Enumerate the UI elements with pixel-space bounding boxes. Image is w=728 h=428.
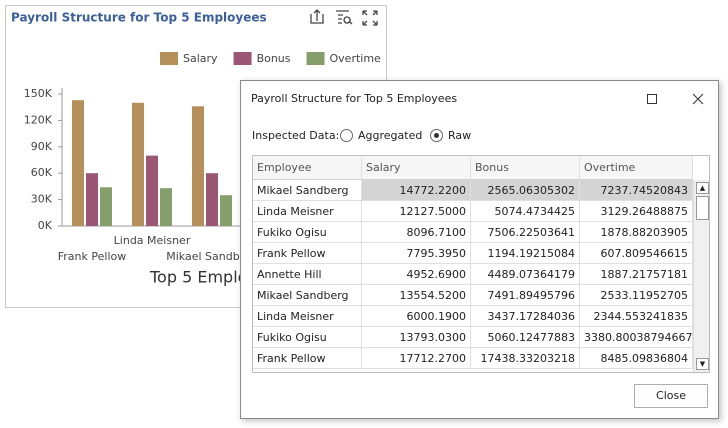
table-cell[interactable]: Linda Meisner (253, 306, 362, 327)
table-cell[interactable]: 4489.07364179 (471, 264, 580, 285)
table-cell[interactable]: 5074.4734425 (471, 201, 580, 222)
scroll-down[interactable]: ▼ (696, 358, 709, 370)
legend-label: Salary (183, 52, 218, 65)
table-cell[interactable]: 13554.5200 (362, 285, 471, 306)
table-cell[interactable]: 7506.22503641 (471, 222, 580, 243)
radio-button[interactable] (340, 129, 353, 142)
scroll-up[interactable]: ▲ (696, 182, 709, 194)
table-cell[interactable]: 8096.7100 (362, 222, 471, 243)
dialog-title: Payroll Structure for Top 5 Employees (251, 92, 457, 105)
y-tick-label: 120K (24, 113, 53, 126)
legend-label: Overtime (330, 52, 382, 65)
legend-label: Bonus (257, 52, 291, 65)
scroll-thumb[interactable] (696, 196, 709, 220)
close-button[interactable]: Close (634, 384, 708, 408)
maximize-button[interactable] (646, 93, 660, 107)
table-cell[interactable]: 4952.6900 (362, 264, 471, 285)
table-cell[interactable]: 2533.11952705 (580, 285, 693, 306)
table-cell[interactable]: 7795.3950 (362, 243, 471, 264)
table-cell[interactable]: 2565.06305302 (471, 180, 580, 201)
close-glyph (693, 94, 703, 104)
table-cell[interactable]: 13793.0300 (362, 327, 471, 348)
table-cell[interactable]: Frank Pellow (253, 348, 362, 369)
table-cell[interactable]: 14772.2200 (362, 180, 471, 201)
table-cell[interactable]: Mikael Sandberg (253, 180, 362, 201)
table-cell[interactable]: 17712.2700 (362, 348, 471, 369)
table-cell[interactable]: 1878.88203905 (580, 222, 693, 243)
table-cell[interactable]: 7491.89495796 (471, 285, 580, 306)
table-cell[interactable]: 2344.553241835 (580, 306, 693, 327)
bar (220, 195, 232, 226)
table-cell[interactable]: 17438.33203218 (471, 348, 580, 369)
y-tick-label: 30K (31, 193, 53, 206)
column-header[interactable]: Bonus (471, 156, 580, 180)
bar (132, 103, 144, 226)
bar (86, 173, 98, 226)
radio-label[interactable]: Aggregated (358, 129, 422, 142)
column-header[interactable]: Overtime (580, 156, 693, 180)
close-x-button[interactable] (692, 93, 706, 107)
table-cell[interactable]: 3437.17284036 (471, 306, 580, 327)
table-cell[interactable]: Linda Meisner (253, 201, 362, 222)
legend-swatch (160, 52, 178, 65)
bar (206, 173, 218, 226)
y-tick-label: 90K (31, 140, 53, 153)
table-cell[interactable]: Mikael Sandberg (253, 285, 362, 306)
table-cell[interactable]: 607.809546615 (580, 243, 693, 264)
inspected-label: Inspected Data: (252, 129, 339, 142)
table-cell[interactable]: 12127.5000 (362, 201, 471, 222)
table-cell[interactable]: 8485.09836804 (580, 348, 693, 369)
bar (146, 156, 158, 226)
table-cell[interactable]: 6000.1900 (362, 306, 471, 327)
table-cell[interactable]: 3380.80038794667 (580, 327, 693, 348)
table-cell[interactable]: Fukiko Ogisu (253, 327, 362, 348)
data-grid: EmployeeSalaryBonusOvertime Mikael Sandbe… (252, 155, 710, 373)
y-tick-label: 0K (38, 219, 53, 232)
x-tick-label: Linda Meisner (114, 234, 191, 247)
column-header[interactable]: Employee (253, 156, 362, 180)
table-cell[interactable]: 1194.19215084 (471, 243, 580, 264)
table-cell[interactable]: Fukiko Ogisu (253, 222, 362, 243)
chart-title: Payroll Structure for Top 5 Employees (11, 11, 267, 25)
y-tick-label: 150K (24, 87, 53, 100)
radio-label[interactable]: Raw (448, 129, 471, 142)
bar (160, 188, 172, 226)
x-tick-label: Frank Pellow (58, 250, 126, 263)
legend-swatch (234, 52, 252, 65)
bar (192, 106, 204, 226)
table-cell[interactable]: Frank Pellow (253, 243, 362, 264)
table-cell[interactable]: Annette Hill (253, 264, 362, 285)
bar (72, 100, 84, 226)
legend-swatch (307, 52, 325, 65)
column-header[interactable]: Salary (362, 156, 471, 180)
table-cell[interactable]: 5060.12477883 (471, 327, 580, 348)
radio-button[interactable] (430, 129, 443, 142)
maximize-glyph (648, 95, 657, 104)
table-cell[interactable]: 7237.74520843 (580, 180, 693, 201)
table-cell[interactable]: 1887.21757181 (580, 264, 693, 285)
y-tick-label: 60K (31, 166, 53, 179)
scrollbar[interactable]: ▲▼ (693, 180, 710, 372)
table-cell[interactable]: 3129.26488875 (580, 201, 693, 222)
bar (100, 187, 112, 226)
dialog: Payroll Structure for Top 5 Employees In… (240, 80, 719, 419)
